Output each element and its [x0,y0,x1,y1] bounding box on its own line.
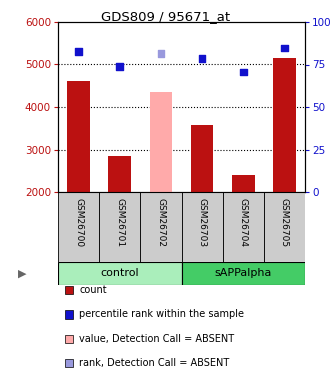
Bar [273,58,296,192]
Bar [264,192,305,262]
Bar [191,125,213,192]
Point [241,69,246,75]
Text: GSM26701: GSM26701 [115,198,124,247]
Bar [99,192,140,262]
Bar [58,192,99,262]
Point [282,45,287,51]
Text: count: count [79,285,107,295]
Bar [67,81,90,192]
Text: rank, Detection Call = ABSENT: rank, Detection Call = ABSENT [79,358,230,368]
Bar [58,262,181,285]
Point [200,56,205,62]
Bar [232,175,255,192]
Bar [109,156,131,192]
Point [76,49,81,55]
Bar [150,92,172,192]
Text: GSM26700: GSM26700 [74,198,83,247]
Text: GSM26702: GSM26702 [157,198,166,247]
Text: GSM26704: GSM26704 [239,198,248,247]
Text: percentile rank within the sample: percentile rank within the sample [79,309,245,320]
Text: ▶: ▶ [18,268,27,279]
Bar [181,192,223,262]
Text: GDS809 / 95671_at: GDS809 / 95671_at [101,10,230,23]
Text: value, Detection Call = ABSENT: value, Detection Call = ABSENT [79,334,235,344]
Text: sAPPalpha: sAPPalpha [214,268,272,279]
Text: control: control [100,268,139,279]
Point [117,64,122,70]
Bar [181,262,305,285]
Text: GSM26703: GSM26703 [198,198,207,247]
Bar [140,192,181,262]
Point [158,51,164,57]
Bar [223,192,264,262]
Text: GSM26705: GSM26705 [280,198,289,247]
